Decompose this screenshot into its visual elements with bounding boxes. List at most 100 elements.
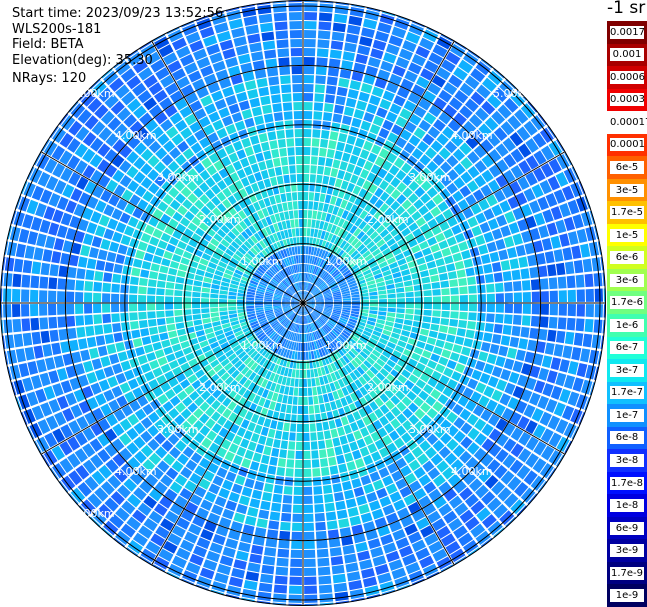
ppi-gate [431, 281, 441, 289]
ppi-gate [187, 374, 198, 384]
ppi-gate [459, 105, 473, 119]
ppi-gate [483, 231, 494, 243]
ppi-gate [228, 152, 239, 163]
ppi-gate [520, 389, 533, 403]
ppi-gate [267, 315, 276, 321]
ppi-gate [233, 272, 242, 279]
ppi-gate [342, 303, 351, 306]
ppi-gate [491, 481, 506, 496]
ppi-gate [104, 148, 118, 163]
ppi-gate [65, 227, 77, 241]
ppi-gate [359, 210, 368, 220]
ppi-gate [575, 318, 585, 332]
ppi-gate [360, 363, 369, 372]
ppi-gate [378, 294, 387, 299]
ppi-gate [349, 515, 362, 526]
ppi-gate [84, 115, 99, 130]
ppi-gate [289, 30, 302, 39]
ppi-gate [359, 149, 370, 160]
ppi-gate [405, 308, 414, 315]
ppi-gate [227, 401, 237, 411]
ppi-gate [114, 469, 128, 483]
ppi-gate [222, 187, 232, 198]
ppi-gate [495, 174, 508, 188]
ppi-gate [305, 305, 313, 311]
ppi-gate [255, 443, 265, 454]
ppi-gate [346, 384, 354, 394]
ppi-gate [107, 117, 122, 131]
ppi-gate [315, 530, 327, 540]
ppi-gate [299, 306, 302, 315]
ppi-gate [255, 305, 264, 308]
ppi-gate [406, 390, 417, 401]
ppi-gate [301, 264, 303, 273]
ppi-gate [311, 341, 316, 350]
ppi-gate [204, 247, 214, 256]
ppi-gate [411, 509, 426, 522]
ppi-gate [57, 291, 66, 303]
ppi-gate [411, 210, 422, 221]
ppi-gate [346, 432, 356, 443]
ppi-gate [500, 470, 515, 485]
ppi-gate [452, 252, 463, 262]
ppi-gate [198, 478, 211, 490]
ppi-gate [65, 200, 77, 214]
ppi-gate [107, 475, 122, 489]
ppi-gate [112, 139, 126, 153]
ppi-gate [264, 547, 277, 557]
ppi-gate [255, 298, 264, 301]
ppi-gate [93, 303, 102, 314]
ppi-gate [374, 187, 384, 198]
ppi-gate [314, 266, 319, 275]
ppi-gate [363, 237, 372, 246]
ppi-gate [447, 378, 458, 390]
ppi-gate [147, 295, 156, 303]
ppi-gate [40, 189, 53, 204]
ppi-gate [129, 471, 144, 486]
ppi-gate [303, 291, 307, 300]
ppi-gate [484, 475, 499, 489]
ppi-gate [329, 547, 342, 557]
ppi-gate [126, 442, 139, 455]
ppi-gate [350, 348, 359, 356]
ppi-gate [77, 256, 88, 268]
ppi-gate [426, 187, 438, 199]
ppi-gate [260, 169, 269, 180]
ppi-gate [270, 214, 277, 224]
ppi-gate [194, 199, 205, 210]
ppi-gate [555, 219, 567, 234]
ppi-gate [411, 54, 426, 67]
ppi-gate [387, 298, 396, 303]
ppi-gate [458, 354, 469, 365]
ppi-gate [304, 585, 318, 594]
ppi-gate [200, 529, 214, 541]
ppi-gate [84, 314, 94, 326]
ppi-gate [280, 440, 288, 450]
ppi-gate [441, 349, 452, 359]
ppi-gate [315, 307, 323, 311]
ppi-gate [76, 176, 89, 190]
ppi-gate [133, 487, 147, 501]
ppi-gate [382, 119, 394, 131]
ppi-gate [573, 259, 584, 274]
ppi-gate [362, 180, 372, 191]
ppi-gate [392, 271, 402, 279]
ppi-gate [525, 453, 539, 468]
ppi-gate [396, 308, 405, 314]
ppi-gate [213, 363, 223, 373]
ppi-gate [306, 298, 315, 302]
ppi-gate [285, 340, 291, 349]
ppi-gate [405, 31, 421, 45]
ppi-gate [98, 503, 113, 519]
ppi-gate [240, 354, 250, 363]
ppi-gate [342, 295, 351, 299]
ppi-gate [571, 346, 582, 361]
ppi-gate [36, 233, 47, 247]
ppi-gate [431, 317, 441, 325]
ppi-gate [182, 199, 193, 210]
ppi-gate [293, 486, 303, 495]
colorbar-label: 6e-5 [610, 160, 644, 174]
ppi-gate [186, 414, 198, 426]
ppi-gate [292, 84, 303, 93]
ppi-gate [250, 432, 260, 443]
